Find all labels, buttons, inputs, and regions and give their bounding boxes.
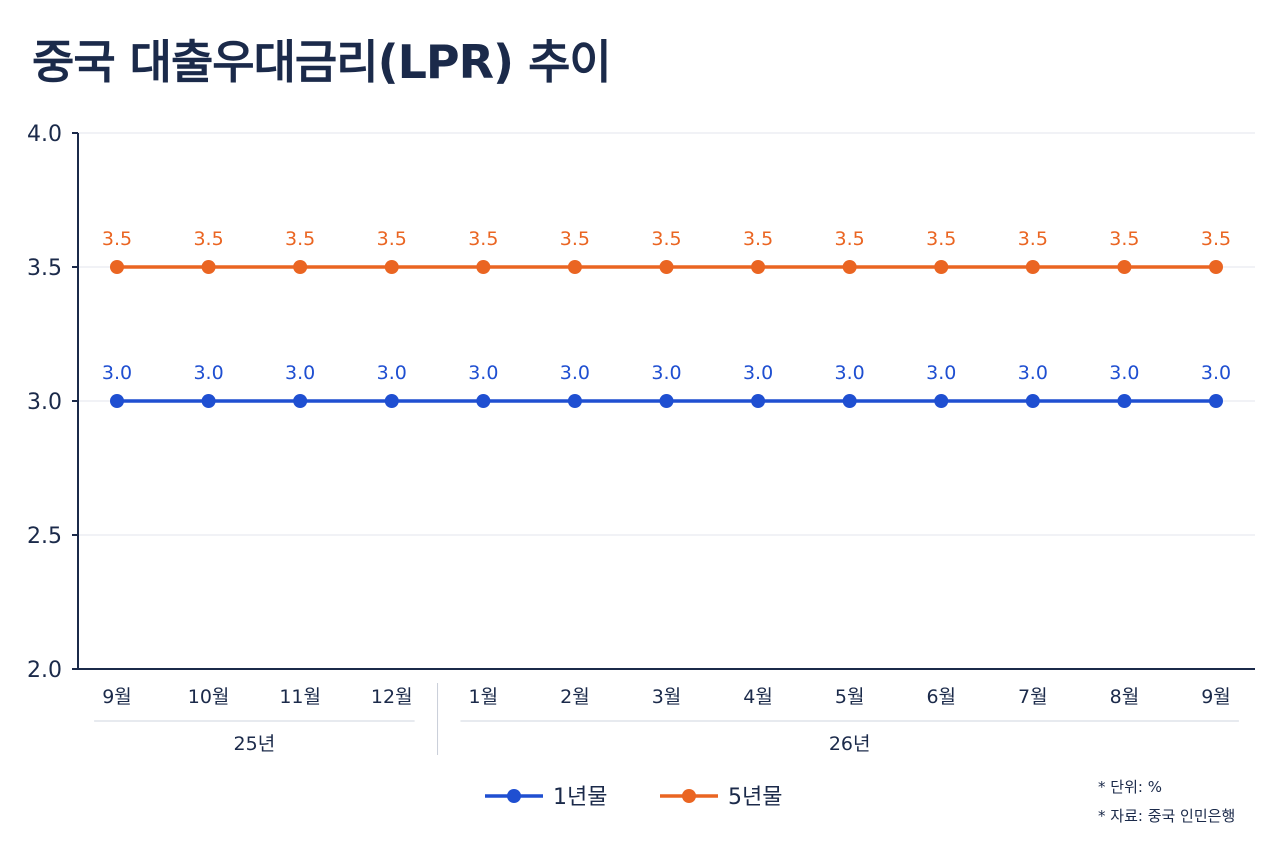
data-label: 3.5 bbox=[743, 228, 773, 250]
footnote: * 단위: % bbox=[1098, 778, 1162, 796]
data-point bbox=[1025, 260, 1040, 274]
data-label: 3.5 bbox=[1109, 228, 1139, 250]
data-label: 3.5 bbox=[1201, 228, 1231, 250]
x-tick-label: 8월 bbox=[1110, 686, 1140, 708]
legend-label: 5년물 bbox=[728, 785, 782, 810]
data-label: 3.5 bbox=[102, 228, 132, 250]
group-label: 25년 bbox=[234, 733, 276, 755]
data-label: 3.0 bbox=[743, 362, 773, 384]
data-label: 3.0 bbox=[285, 362, 315, 384]
data-label: 3.5 bbox=[1018, 228, 1048, 250]
data-point bbox=[384, 394, 399, 408]
legend-marker bbox=[507, 789, 521, 803]
y-tick-label: 3.5 bbox=[27, 256, 62, 281]
x-axis-ticks: 9월 10월 11월 12월 1월 2월 3월 4월 5월 6월 7월 8월 9월 bbox=[102, 686, 1231, 708]
data-point bbox=[1025, 394, 1040, 408]
data-label: 3.0 bbox=[1201, 362, 1231, 384]
data-point bbox=[751, 394, 766, 408]
data-point bbox=[201, 394, 216, 408]
data-label: 3.0 bbox=[651, 362, 681, 384]
data-point bbox=[110, 394, 124, 408]
data-point bbox=[934, 260, 949, 274]
y-tick-label: 2.0 bbox=[27, 658, 62, 683]
legend-label: 1년물 bbox=[553, 785, 607, 810]
data-point bbox=[842, 260, 857, 274]
y-axis-ticks: 2.0 2.5 3.0 3.5 4.0 bbox=[27, 122, 62, 683]
data-point bbox=[293, 260, 308, 274]
legend-marker bbox=[682, 789, 696, 803]
legend: 1년물 5년물 bbox=[485, 785, 782, 810]
data-label: 3.0 bbox=[560, 362, 590, 384]
group-label: 26년 bbox=[829, 733, 871, 755]
data-point bbox=[1209, 394, 1223, 408]
data-point bbox=[934, 394, 949, 408]
x-tick-label: 7월 bbox=[1018, 686, 1048, 708]
chart-title: 중국 대출우대금리(LPR) 추이 bbox=[32, 35, 612, 89]
data-label: 3.0 bbox=[102, 362, 132, 384]
y-tick-label: 4.0 bbox=[27, 122, 62, 147]
notes: * 단위: % * 자료: 중국 인민은행 bbox=[1098, 778, 1235, 825]
data-label: 3.5 bbox=[285, 228, 315, 250]
data-label: 3.5 bbox=[835, 228, 865, 250]
data-label: 3.0 bbox=[835, 362, 865, 384]
data-label: 3.5 bbox=[468, 228, 498, 250]
data-point bbox=[659, 260, 674, 274]
data-point bbox=[110, 260, 124, 274]
data-label: 3.0 bbox=[193, 362, 223, 384]
y-tick-label: 3.0 bbox=[27, 390, 62, 415]
data-point bbox=[842, 394, 857, 408]
x-tick-label: 9월 bbox=[102, 686, 132, 708]
data-point bbox=[567, 394, 582, 408]
x-axis-groups: 25년 26년 bbox=[94, 683, 1239, 755]
x-tick-label: 10월 bbox=[188, 686, 230, 708]
data-point bbox=[384, 260, 399, 274]
data-label: 3.0 bbox=[377, 362, 407, 384]
x-tick-label: 5월 bbox=[835, 686, 865, 708]
data-label: 3.0 bbox=[926, 362, 956, 384]
y-tick-label: 2.5 bbox=[27, 524, 62, 549]
data-point bbox=[293, 394, 308, 408]
data-point bbox=[567, 260, 582, 274]
data-label: 3.0 bbox=[1018, 362, 1048, 384]
gridlines bbox=[78, 132, 1255, 536]
data-label: 3.5 bbox=[651, 228, 681, 250]
footnote: * 자료: 중국 인민은행 bbox=[1098, 807, 1235, 825]
data-point bbox=[1117, 260, 1132, 274]
x-tick-label: 2월 bbox=[560, 686, 590, 708]
data-label: 3.0 bbox=[468, 362, 498, 384]
data-point bbox=[751, 260, 766, 274]
x-tick-label: 4월 bbox=[743, 686, 773, 708]
x-tick-label: 3월 bbox=[652, 686, 682, 708]
series-layer: 3.0 3.0 3.0 3.0 3.0 3.0 3.0 3.0 3.0 3.0 3.0 3.0 3.0 3… bbox=[102, 228, 1231, 408]
data-point bbox=[476, 394, 491, 408]
data-point bbox=[1117, 394, 1132, 408]
data-point bbox=[659, 394, 674, 408]
axes bbox=[72, 132, 1255, 670]
x-tick-label: 12월 bbox=[371, 686, 413, 708]
data-label: 3.5 bbox=[193, 228, 223, 250]
data-point bbox=[476, 260, 491, 274]
x-tick-label: 6월 bbox=[926, 686, 956, 708]
data-label: 3.0 bbox=[1109, 362, 1139, 384]
data-label: 3.5 bbox=[560, 228, 590, 250]
data-label: 3.5 bbox=[377, 228, 407, 250]
data-label: 3.5 bbox=[926, 228, 956, 250]
data-point bbox=[201, 260, 216, 274]
x-tick-label: 1월 bbox=[469, 686, 499, 708]
x-tick-label: 9월 bbox=[1201, 686, 1231, 708]
data-point bbox=[1209, 260, 1223, 274]
x-tick-label: 11월 bbox=[279, 686, 321, 708]
